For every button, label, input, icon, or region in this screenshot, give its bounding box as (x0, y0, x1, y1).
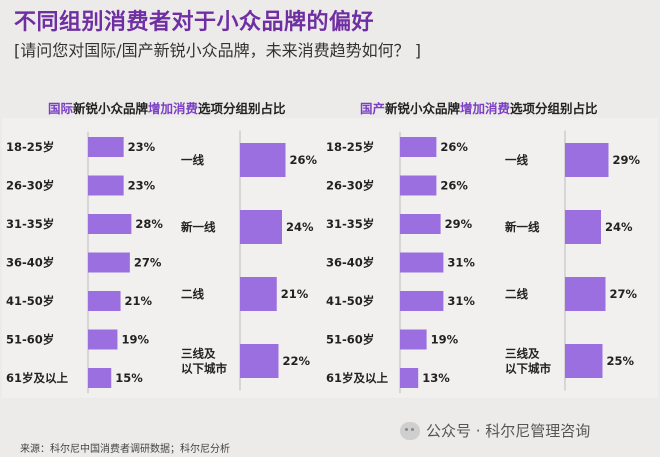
bar (240, 210, 282, 244)
bar (88, 137, 124, 157)
panel-title-mid: 新锐小众品牌 (385, 101, 461, 116)
data-label: 29% (445, 217, 473, 231)
watermark: 公众号 · 科尔尼管理咨询 (400, 420, 590, 441)
data-label: 13% (422, 371, 450, 385)
page-title: 不同组别消费者对于小众品牌的偏好 (14, 10, 375, 35)
category-label: 51-60岁 (326, 333, 374, 347)
panel-title-highlight: 增加消费 (460, 101, 511, 116)
page-subtitle: [请问您对国际/国产新锐小众品牌，未来消费趋势如何？ ] (14, 41, 421, 60)
bar (88, 214, 132, 234)
category-label: 新一线 (181, 220, 216, 234)
bar (88, 368, 112, 388)
data-label: 24% (286, 220, 314, 234)
bar (565, 344, 603, 378)
category-label: 以下城市 (505, 362, 551, 376)
bar (565, 210, 601, 244)
bar (240, 143, 286, 177)
data-label: 15% (115, 371, 143, 385)
data-label: 25% (607, 354, 635, 368)
bar (400, 368, 419, 388)
category-label: 三线及 (505, 347, 540, 361)
data-label: 23% (128, 179, 156, 193)
data-label: 26% (440, 140, 468, 154)
category-label: 新一线 (505, 220, 540, 234)
data-label: 29% (613, 153, 641, 167)
data-label: 26% (290, 153, 318, 167)
bar (240, 277, 277, 311)
data-label: 23% (128, 140, 156, 154)
source-note: 来源：科尔尼中国消费者调研数据；科尔尼分析 (20, 444, 230, 455)
watermark-text: 公众号 · 科尔尼管理咨询 (426, 422, 591, 440)
category-label: 18-25岁 (6, 140, 54, 154)
data-label: 27% (134, 256, 162, 270)
panel-title-highlight: 增加消费 (148, 101, 199, 116)
bar (240, 344, 279, 378)
data-label: 26% (440, 179, 468, 193)
bar (565, 277, 606, 311)
bar (400, 252, 444, 273)
bar (400, 137, 437, 157)
wechat-icon (400, 421, 420, 440)
panel-title-prefix: 国产 (360, 101, 386, 116)
category-label: 36-40岁 (326, 256, 374, 270)
data-label: 27% (610, 287, 638, 301)
category-label: 三线及 (181, 347, 216, 361)
category-label: 41-50岁 (326, 294, 374, 308)
bar (400, 291, 444, 311)
data-label: 21% (281, 287, 309, 301)
data-label: 19% (121, 333, 149, 347)
category-label: 一线 (505, 153, 528, 167)
panel-title-prefix: 国际 (48, 101, 74, 116)
category-label: 51-60岁 (6, 333, 54, 347)
panel-title-domestic: 国产新锐小众品牌增加消费选项分组别占比 (360, 98, 598, 117)
panel-title-suffix: 选项分组别占比 (510, 101, 598, 116)
category-label: 61岁及以上 (326, 371, 389, 385)
data-label: 21% (125, 294, 153, 308)
bar (88, 329, 118, 350)
category-label: 18-25岁 (326, 140, 374, 154)
panel-title-international: 国际新锐小众品牌增加消费选项分组别占比 (48, 98, 286, 117)
data-label: 24% (605, 220, 633, 234)
data-label: 22% (283, 354, 311, 368)
category-label: 26-30岁 (326, 179, 374, 193)
bar (565, 143, 609, 177)
bar (88, 252, 130, 273)
category-label: 二线 (505, 287, 528, 301)
data-label: 31% (447, 256, 475, 270)
data-label: 28% (135, 217, 163, 231)
bar (88, 291, 121, 311)
category-label: 41-50岁 (6, 294, 54, 308)
category-label: 以下城市 (181, 362, 227, 376)
bar (88, 175, 124, 196)
bar (400, 214, 441, 234)
category-label: 31-35岁 (326, 217, 374, 231)
data-label: 19% (431, 333, 459, 347)
data-label: 31% (447, 294, 475, 308)
category-label: 36-40岁 (6, 256, 54, 270)
category-label: 一线 (181, 153, 204, 167)
category-label: 二线 (181, 287, 204, 301)
bar (400, 329, 427, 350)
panel-title-suffix: 选项分组别占比 (198, 101, 286, 116)
bar (400, 175, 437, 196)
category-label: 31-35岁 (6, 217, 54, 231)
category-label: 61岁及以上 (6, 371, 69, 385)
panel-title-mid: 新锐小众品牌 (73, 101, 149, 116)
category-label: 26-30岁 (6, 179, 54, 193)
